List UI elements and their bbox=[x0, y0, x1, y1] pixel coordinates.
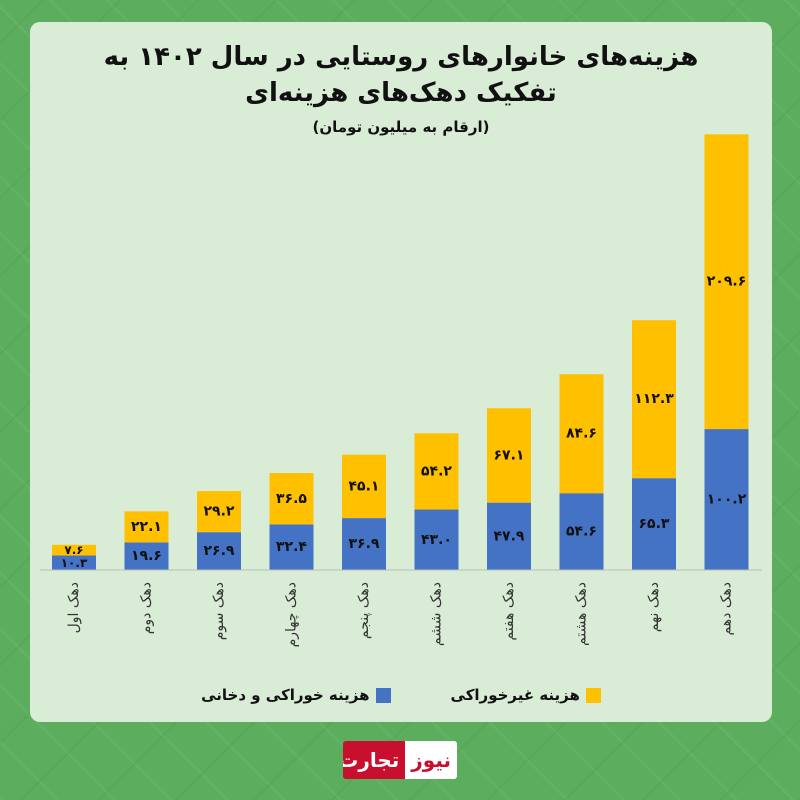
bar-nonfood-8 bbox=[559, 374, 604, 494]
data-label-food-1: ۱۰.۳ bbox=[61, 556, 88, 570]
data-label-food-7: ۴۷.۹ bbox=[494, 528, 525, 544]
bar-food-5 bbox=[342, 518, 386, 570]
legend-item-nonfood: هزینه غیرخوراکی bbox=[451, 686, 601, 704]
bar-food-3 bbox=[197, 532, 241, 570]
bar-food-7 bbox=[487, 502, 531, 570]
stacked-bar-chart: ۱۰.۳۷.۶ دهک اول ۱۹.۶ ۲۲.۱ دهک دوم ۲۶.۹ ۲۹.۲ دهک… bbox=[40, 134, 762, 647]
legend-label-nonfood: هزینه غیرخوراکی bbox=[450, 686, 580, 704]
x-tick-label-4: دهک چهارم bbox=[284, 582, 300, 647]
data-label-food-9: ۶۵.۳ bbox=[639, 516, 670, 532]
chart-title-line1: هزینه‌های خانوارهای روستایی در سال ۱۴۰۲ … bbox=[103, 42, 699, 72]
chart-panel: هزینه‌های خانوارهای روستایی در سال ۱۴۰۲ … bbox=[30, 22, 772, 722]
bar-nonfood-1 bbox=[52, 544, 96, 556]
bar-nonfood-6 bbox=[414, 433, 459, 510]
data-label-nonfood-6: ۵۴.۲ bbox=[421, 463, 452, 479]
chart-title-line2: تفکیک دهک‌های هزینه‌ای bbox=[245, 78, 557, 108]
legend-label-food: هزینه خوراکی و دخانی bbox=[201, 686, 370, 704]
x-tick-label-9: دهک نهم bbox=[646, 582, 662, 632]
data-label-nonfood-10: ۲۰۹.۶ bbox=[707, 274, 747, 290]
x-tick-label-7: دهک هفتم bbox=[501, 582, 517, 641]
data-label-nonfood-7: ۶۷.۱ bbox=[494, 447, 525, 463]
x-tick-label-1: دهک اول bbox=[66, 582, 82, 633]
legend-item-food: هزینه خوراکی و دخانی bbox=[201, 686, 391, 704]
data-label-food-8: ۵۴.۶ bbox=[566, 524, 597, 540]
x-tick-label-5: دهک پنجم bbox=[356, 582, 372, 639]
data-label-nonfood-8: ۸۴.۶ bbox=[566, 426, 597, 442]
bar-food-9 bbox=[632, 478, 676, 570]
data-label-nonfood-5: ۴۵.۱ bbox=[349, 478, 380, 494]
x-tick-label-3: دهک سوم bbox=[211, 582, 227, 640]
legend: هزینه غیرخوراکی هزینه خوراکی و دخانی bbox=[30, 686, 772, 704]
data-label-nonfood-3: ۲۹.۲ bbox=[204, 504, 235, 520]
bar-nonfood-7 bbox=[487, 408, 531, 503]
logo-part-news: نیوز bbox=[405, 741, 457, 779]
bar-food-8 bbox=[559, 493, 604, 570]
bar-nonfood-10 bbox=[704, 134, 749, 430]
bar-food-10 bbox=[704, 429, 749, 570]
data-label-nonfood-1: ۷.۶ bbox=[64, 543, 83, 557]
data-label-food-6: ۴۳.۰ bbox=[421, 532, 452, 548]
bar-nonfood-3 bbox=[197, 491, 241, 533]
bar-food-2 bbox=[124, 542, 169, 570]
x-tick-label-2: دهک دوم bbox=[139, 582, 155, 634]
data-label-nonfood-2: ۲۲.۱ bbox=[131, 519, 162, 535]
data-label-food-4: ۳۲.۴ bbox=[276, 539, 307, 555]
legend-swatch-food bbox=[375, 687, 391, 703]
brand-logo: نیوز تجارت bbox=[343, 741, 457, 779]
legend-swatch-nonfood bbox=[585, 687, 601, 703]
data-label-nonfood-9: ۱۱۲.۳ bbox=[634, 391, 674, 407]
bar-nonfood-9 bbox=[632, 320, 676, 479]
bar-nonfood-2 bbox=[124, 511, 169, 543]
data-label-food-3: ۲۶.۹ bbox=[204, 543, 235, 559]
data-label-food-5: ۳۶.۹ bbox=[349, 536, 380, 552]
bar-food-1 bbox=[52, 555, 96, 570]
data-label-food-10: ۱۰۰.۲ bbox=[707, 492, 747, 508]
bar-nonfood-4 bbox=[269, 473, 314, 525]
chart-subtitle: (ارقام به میلیون تومان) bbox=[312, 118, 490, 136]
x-tick-label-6: دهک ششم bbox=[429, 582, 445, 646]
x-tick-label-10: دهک دهم bbox=[719, 582, 735, 636]
data-label-nonfood-4: ۳۶.۵ bbox=[276, 491, 307, 507]
bar-food-6 bbox=[414, 509, 459, 570]
x-tick-label-8: دهک هشتم bbox=[574, 582, 590, 646]
logo-part-trade: تجارت bbox=[343, 741, 406, 779]
data-label-food-2: ۱۹.۶ bbox=[131, 548, 162, 564]
bar-food-4 bbox=[269, 524, 314, 570]
bar-nonfood-5 bbox=[342, 454, 386, 519]
